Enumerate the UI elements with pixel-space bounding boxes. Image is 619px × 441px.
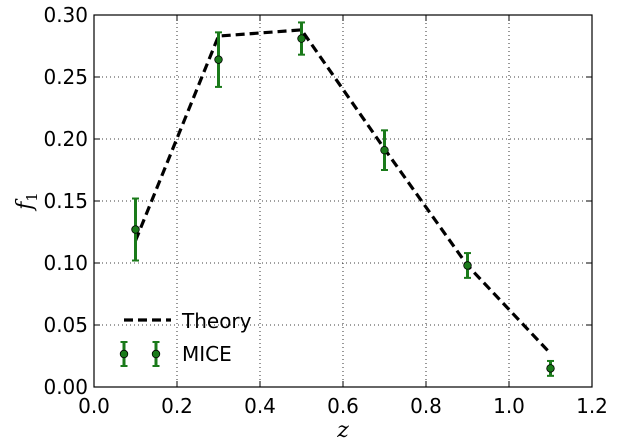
legend-mice-marker (151, 349, 161, 359)
mice-point (546, 359, 555, 377)
x-axis-label: z (336, 418, 349, 441)
legend-mice-swatch (119, 341, 161, 367)
legend: Theory MICE (119, 309, 252, 367)
mice-marker (380, 145, 389, 155)
x-tick-label: 0.6 (327, 394, 359, 418)
x-tick-label: 0.8 (410, 394, 442, 418)
mice-point (463, 252, 472, 279)
legend-theory-label: Theory (181, 309, 252, 333)
y-tick-label: 0.25 (43, 65, 88, 89)
grid (94, 15, 592, 387)
y-tick-label: 0.00 (43, 375, 88, 399)
mice-marker (131, 225, 140, 234)
theory-line (134, 28, 552, 355)
ticks: 0.0 0.2 0.4 0.6 0.8 1.0 1.2 0.00 0.05 0.10 0.15 0.2… (43, 3, 607, 418)
x-tick-label: 0.2 (161, 394, 193, 418)
series-layer (131, 21, 555, 377)
y-axis-label-subscript: 1 (23, 192, 41, 202)
x-tick-label: 0.4 (244, 394, 276, 418)
x-tick-label: 1.2 (576, 394, 608, 418)
mice-marker (546, 364, 555, 373)
legend-mice-marker (119, 349, 129, 359)
y-tick-label: 0.05 (43, 313, 88, 337)
x-tick-label: 1.0 (493, 394, 525, 418)
mice-point (214, 31, 223, 88)
mice-point (380, 129, 389, 171)
legend-mice-label: MICE (182, 342, 232, 366)
mice-marker (463, 261, 472, 270)
mice-marker (297, 34, 306, 43)
mice-marker (214, 55, 223, 64)
y-tick-label: 0.30 (43, 3, 88, 27)
mice-point (131, 197, 140, 262)
mice-point (297, 21, 306, 56)
y-tick-label: 0.10 (43, 251, 88, 275)
y-tick-label: 0.15 (43, 189, 88, 213)
y-tick-label: 0.20 (43, 127, 88, 151)
x-tick-label: 0.0 (78, 394, 110, 418)
